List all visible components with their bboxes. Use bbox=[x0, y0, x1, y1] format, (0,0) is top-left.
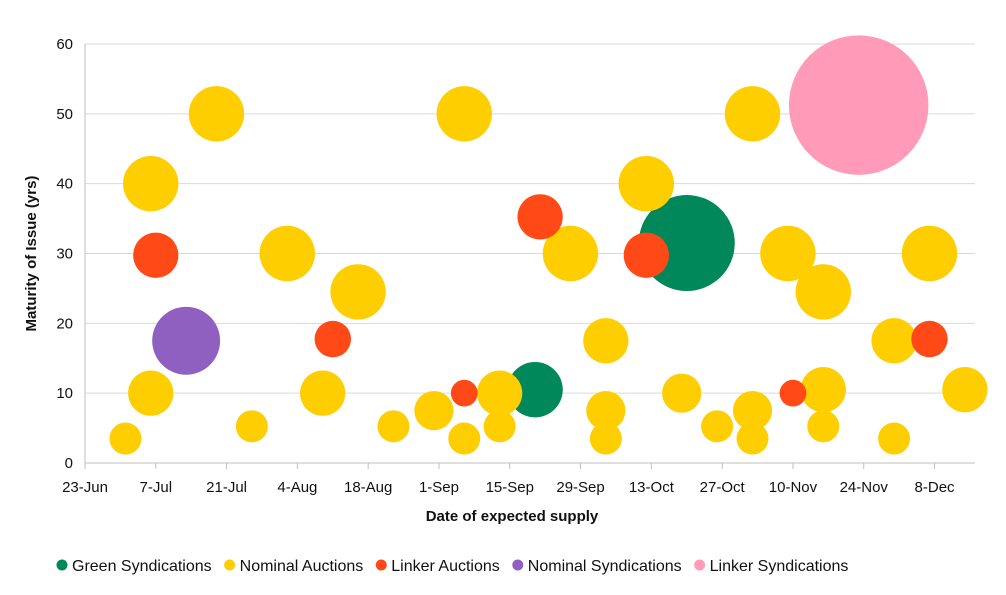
x-tick-label: 7-Jul bbox=[140, 479, 173, 496]
bubble-linker-auctions bbox=[314, 320, 352, 358]
bubble-nominal-auctions bbox=[483, 410, 516, 443]
x-tick-label: 10-Nov bbox=[769, 479, 818, 496]
x-tick-label: 8-Dec bbox=[915, 479, 956, 496]
legend-marker bbox=[512, 559, 524, 571]
legend-label: Green Syndications bbox=[72, 558, 212, 575]
bubble-nominal-auctions bbox=[377, 410, 410, 443]
bubble-linker-auctions bbox=[450, 379, 478, 407]
bubble-nominal-auctions bbox=[477, 370, 523, 416]
bubble-linker-syndications bbox=[788, 35, 929, 175]
bubble-nominal-auctions bbox=[414, 391, 454, 431]
x-tick-label: 27-Oct bbox=[700, 479, 746, 496]
y-axis: 0 10 20 30 40 50 60 bbox=[56, 36, 73, 472]
x-tick-label: 18-Aug bbox=[344, 479, 392, 496]
bubble-nominal-auctions bbox=[901, 225, 958, 282]
bubble-nominal-auctions bbox=[123, 155, 179, 212]
x-axis: 23-Jun 7-Jul 21-Jul 4-Aug 18-Aug 1-Sep 15-Sep 2… bbox=[62, 463, 955, 496]
x-axis-title: Date of expected supply bbox=[426, 508, 599, 525]
legend: Green Syndications Nominal Auctions Linker… bbox=[56, 558, 849, 575]
legend-marker bbox=[694, 559, 706, 571]
bubble-nominal-auctions bbox=[586, 391, 626, 431]
bubble-linker-auctions bbox=[911, 320, 948, 358]
x-tick-label: 21-Jul bbox=[206, 479, 247, 496]
bubbles bbox=[109, 35, 988, 455]
bubble-nominal-auctions bbox=[300, 370, 346, 416]
bubble-nominal-auctions bbox=[235, 410, 268, 443]
x-tick-label: 13-Oct bbox=[629, 479, 675, 496]
y-tick-label: 50 bbox=[56, 106, 73, 123]
bubble-nominal-auctions bbox=[109, 422, 142, 455]
bubble-nominal-auctions bbox=[701, 410, 734, 443]
bubble-nominal-auctions bbox=[662, 373, 702, 413]
bubble-nominal-auctions bbox=[795, 264, 852, 320]
y-tick-label: 40 bbox=[56, 176, 73, 193]
bubble-nominal-auctions bbox=[188, 86, 245, 142]
bubble-linker-auctions bbox=[779, 379, 807, 407]
x-tick-label: 15-Sep bbox=[486, 479, 534, 496]
y-tick-label: 0 bbox=[65, 455, 73, 472]
y-tick-label: 30 bbox=[56, 246, 73, 263]
bubble-nominal-auctions bbox=[330, 264, 386, 320]
bubble-nominal-auctions bbox=[732, 391, 773, 431]
bubble-nominal-auctions bbox=[871, 318, 917, 364]
legend-marker bbox=[56, 559, 68, 571]
bubble-nominal-auctions bbox=[542, 225, 599, 282]
y-tick-label: 60 bbox=[56, 36, 73, 53]
bubble-linker-auctions bbox=[133, 232, 179, 278]
bubble-nominal-auctions bbox=[942, 367, 988, 413]
bubble-linker-auctions bbox=[517, 194, 563, 240]
bubble-nominal-syndications bbox=[152, 306, 221, 375]
legend-label: Nominal Syndications bbox=[528, 558, 682, 575]
bubble-nominal-auctions bbox=[448, 422, 481, 455]
x-tick-label: 23-Jun bbox=[62, 479, 108, 496]
legend-label: Nominal Auctions bbox=[240, 558, 364, 575]
legend-label: Linker Auctions bbox=[391, 558, 500, 575]
x-tick-label: 29-Sep bbox=[556, 479, 604, 496]
y-tick-label: 10 bbox=[56, 385, 73, 402]
bubble-nominal-auctions bbox=[878, 422, 911, 455]
x-tick-label: 4-Aug bbox=[277, 479, 317, 496]
bubble-nominal-auctions bbox=[583, 318, 629, 364]
bubble-nominal-auctions bbox=[800, 367, 846, 413]
bubble-linker-auctions bbox=[623, 232, 669, 278]
bubble-nominal-auctions bbox=[436, 86, 492, 142]
bubble-nominal-auctions bbox=[760, 225, 816, 282]
y-axis-title: Maturity of Issue (yrs) bbox=[23, 176, 40, 332]
bubble-nominal-auctions bbox=[589, 422, 622, 455]
bubble-nominal-auctions bbox=[618, 155, 675, 212]
x-tick-label: 24-Nov bbox=[840, 479, 889, 496]
bubble-nominal-auctions bbox=[259, 225, 315, 282]
bubble-nominal-auctions bbox=[807, 410, 840, 443]
legend-marker bbox=[375, 559, 387, 571]
y-tick-label: 20 bbox=[56, 315, 73, 332]
bubble-nominal-auctions bbox=[736, 422, 769, 455]
bubble-nominal-auctions bbox=[724, 86, 781, 142]
legend-marker bbox=[224, 559, 236, 571]
legend-label: Linker Syndications bbox=[710, 558, 849, 575]
x-tick-label: 1-Sep bbox=[419, 479, 459, 496]
bubble-nominal-auctions bbox=[128, 370, 174, 416]
bubble-green-syndications bbox=[507, 361, 563, 418]
